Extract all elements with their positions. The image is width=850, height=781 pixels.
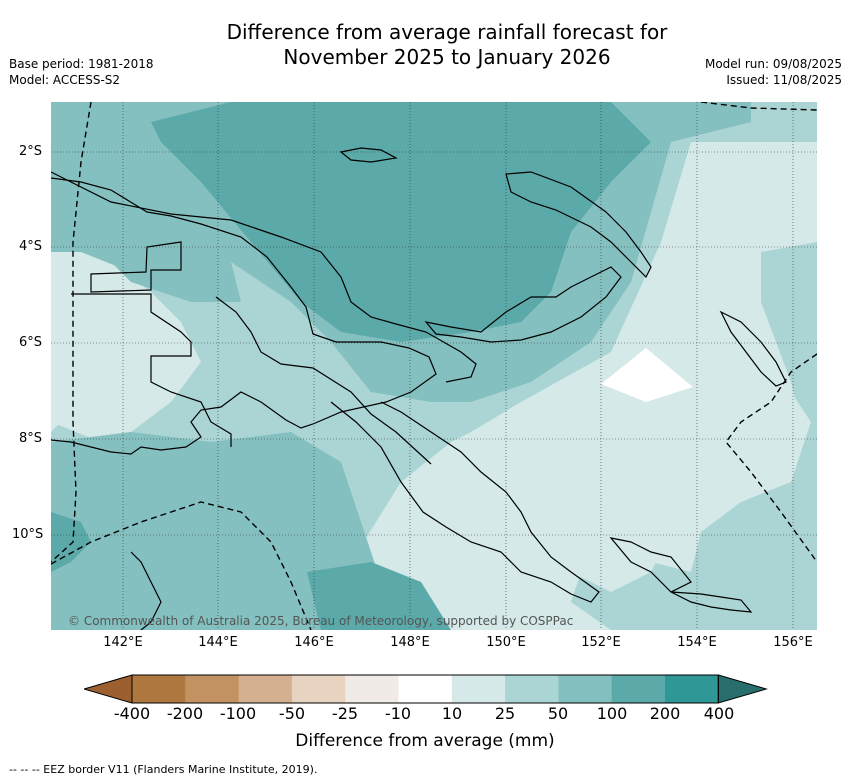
colorbar-border [131, 674, 719, 704]
map-grid [51, 102, 817, 630]
cb-tick-m100: -100 [219, 704, 257, 723]
lon-label-148e: 148°E [390, 635, 430, 650]
meta-left: Base period: 1981-2018 Model: ACCESS-S2 [9, 56, 154, 88]
map-canvas [51, 102, 817, 630]
central-boundary [215, 296, 432, 465]
colorbar-extend-high [717, 674, 768, 704]
highlands-boundary [90, 241, 182, 293]
d-entrecasteaux-islands [609, 537, 692, 593]
title-line-2: November 2025 to January 2026 [283, 45, 611, 69]
colorbar-segment [345, 675, 399, 703]
zone-10-25-west [51, 242, 201, 442]
lat-label-4s: 4°S [19, 239, 43, 254]
papuan-peninsula-coast [330, 401, 600, 603]
map-title: Difference from average rainfall forecas… [120, 20, 774, 70]
colorbar-segment [132, 675, 186, 703]
louisiade-archipelago [670, 591, 753, 613]
cb-tick-m400: -400 [113, 704, 151, 723]
zone-50-100-west [51, 162, 241, 302]
lon-label-142e: 142°E [103, 635, 143, 650]
eez-border-northeast [700, 102, 817, 111]
colorbar [84, 674, 768, 704]
cb-tick-m10: -10 [384, 704, 412, 723]
manus-island-coast [339, 147, 398, 163]
northern-coast [51, 171, 477, 383]
new-ireland-coast [505, 171, 652, 279]
zone-25-50-east [691, 242, 817, 630]
cb-tick-10: 10 [441, 704, 463, 723]
title-line-1: Difference from average rainfall forecas… [226, 20, 668, 44]
zone-100-200-south [307, 562, 451, 630]
lat-label-8s: 8°S [19, 431, 43, 446]
colorbar-segment [558, 675, 613, 703]
lat-label-2s: 2°S [19, 144, 43, 159]
colorbar-label: Difference from average (mm) [295, 731, 555, 751]
issued-date: Issued: 11/08/2025 [726, 73, 842, 87]
colorbar-segment [238, 675, 293, 703]
colorbar-segment [451, 675, 506, 703]
lon-label-150e: 150°E [486, 635, 526, 650]
eez-border-southwest [51, 501, 312, 630]
lat-label-6s: 6°S [19, 335, 43, 350]
meta-right: Model run: 09/08/2025 Issued: 11/08/2025 [705, 56, 842, 88]
model-name: Model: ACCESS-S2 [9, 73, 121, 87]
new-guinea-mainland-coast [51, 177, 437, 455]
colorbar-segment [398, 675, 453, 703]
rainfall-map: © Commonwealth of Australia 2025, Bureau… [51, 102, 817, 630]
lon-label-144e: 144°E [198, 635, 238, 650]
lon-label-156e: 156°E [773, 635, 813, 650]
cb-tick-400: 400 [703, 704, 735, 723]
lon-label-154e: 154°E [677, 635, 717, 650]
lat-label-10s: 10°S [12, 527, 44, 542]
new-britain-coast [424, 266, 622, 343]
colorbar-segment [185, 675, 240, 703]
cb-tick-200: 200 [649, 704, 681, 723]
colorbar-segment [291, 675, 346, 703]
cb-tick-m25: -25 [331, 704, 359, 723]
zone-near-zero [601, 348, 693, 402]
zone-100-200-southwest [51, 512, 91, 572]
southwest-islands [130, 551, 162, 630]
lon-label-152e: 152°E [581, 635, 621, 650]
eez-footnote: -- -- -- EEZ border V11 (Flanders Marine… [9, 763, 318, 776]
colorbar-segment [665, 675, 719, 703]
colorbar-segment [611, 675, 666, 703]
copyright-notice: © Commonwealth of Australia 2025, Bureau… [68, 614, 574, 628]
colorbar-segment [505, 675, 559, 703]
eez-border [51, 102, 817, 630]
model-run: Model run: 09/08/2025 [704, 57, 842, 71]
cb-tick-50: 50 [547, 704, 569, 723]
coastlines [51, 147, 787, 630]
cb-tick-m200: -200 [166, 704, 204, 723]
bougainville-coast [719, 310, 787, 387]
eez-border-west [51, 102, 92, 563]
zone-100-200-north [151, 102, 651, 342]
zone-10-25-southeast [471, 302, 801, 592]
cb-tick-m50: -50 [278, 704, 306, 723]
fly-river-region [71, 293, 232, 447]
lon-label-146e: 146°E [294, 635, 334, 650]
base-period: Base period: 1981-2018 [9, 57, 154, 71]
colorbar-extend-low [84, 674, 133, 704]
cb-tick-100: 100 [596, 704, 628, 723]
cb-tick-25: 25 [494, 704, 516, 723]
